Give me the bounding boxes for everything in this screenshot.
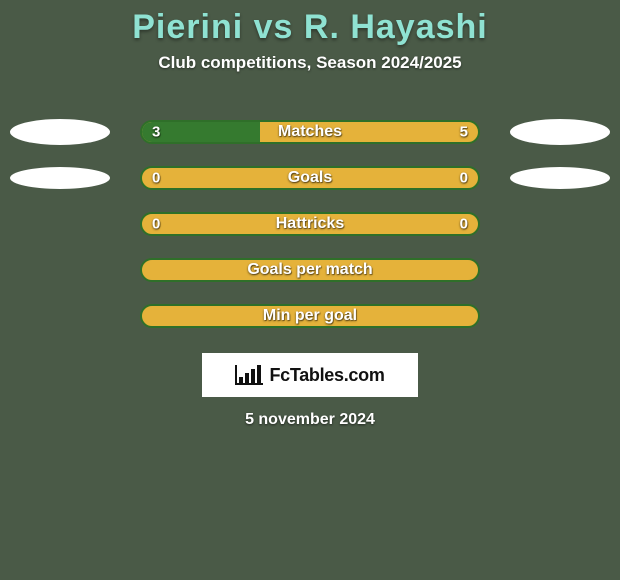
stat-label: Min per goal xyxy=(142,307,478,325)
stat-bar: Hattricks0 0 xyxy=(140,212,480,236)
stat-bar: Goals per match xyxy=(140,258,480,282)
page-subtitle: Club competitions, Season 2024/2025 xyxy=(0,53,620,73)
stat-row: Goals per match xyxy=(0,247,620,293)
page-title: Pierini vs R. Hayashi xyxy=(0,8,620,47)
stat-row: Min per goal xyxy=(0,293,620,339)
stat-right-value: 5 xyxy=(460,124,468,141)
comparison-card: Pierini vs R. Hayashi Club competitions,… xyxy=(0,0,620,580)
stat-right-value: 0 xyxy=(460,216,468,233)
stat-label: Hattricks xyxy=(142,215,478,233)
stat-row: Matches35 xyxy=(0,109,620,155)
brand-logo: FcTables.com xyxy=(202,353,418,397)
stat-left-value: 0 xyxy=(152,170,160,187)
stat-bar: Min per goal xyxy=(140,304,480,328)
right-ellipse xyxy=(510,167,610,189)
stat-bar-fill xyxy=(142,122,260,142)
stat-label: Goals xyxy=(142,169,478,187)
left-ellipse xyxy=(10,119,110,145)
stat-row: Hattricks0 0 xyxy=(0,201,620,247)
stat-row: Goals0 0 xyxy=(0,155,620,201)
brand-logo-text: FcTables.com xyxy=(269,365,384,386)
date-text: 5 november 2024 xyxy=(0,411,620,429)
stat-rows: Matches35Goals00Hattricks00Goals per mat… xyxy=(0,109,620,339)
right-ellipse xyxy=(510,119,610,145)
stat-label: Goals per match xyxy=(142,261,478,279)
left-ellipse xyxy=(10,167,110,189)
bar-chart-icon xyxy=(235,365,263,385)
stat-bar: Goals0 0 xyxy=(140,166,480,190)
stat-left-value: 0 xyxy=(152,216,160,233)
stat-right-value: 0 xyxy=(460,170,468,187)
stat-bar: Matches35 xyxy=(140,120,480,144)
